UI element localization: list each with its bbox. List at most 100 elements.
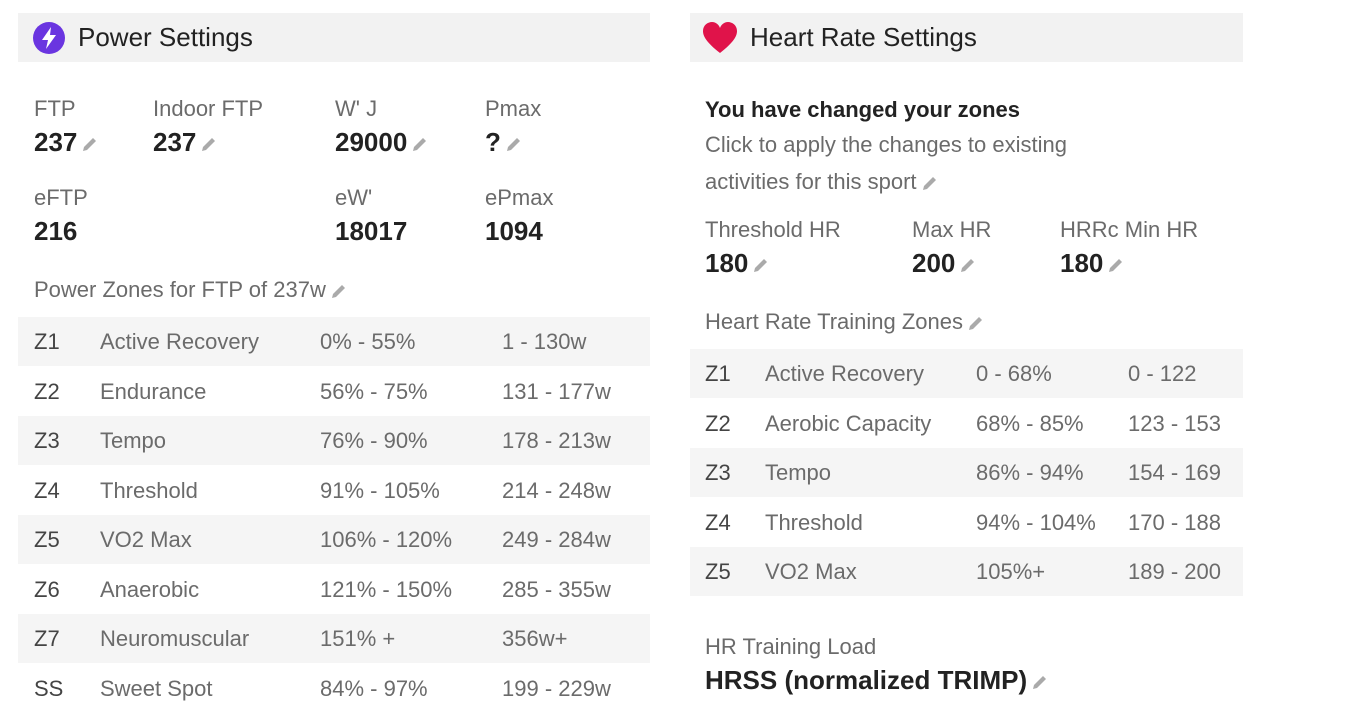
edit-icon[interactable] [411, 135, 429, 153]
field-label-text: Threshold HR [705, 217, 841, 242]
zone-id-text: Z2 [34, 378, 60, 404]
zone-range-text: 285 - 355w [502, 576, 611, 602]
zone-name-text: Endurance [100, 378, 207, 404]
zone-id-text: Z7 [34, 626, 60, 651]
zone-name-text: VO2 Max [100, 527, 192, 552]
edit-icon[interactable] [752, 256, 770, 274]
edit-icon[interactable] [1107, 256, 1125, 274]
zone-range: 154 - 169 [1128, 460, 1221, 486]
zone-name: Tempo [765, 460, 831, 486]
zone-percent-text: 84% - 97% [320, 675, 428, 701]
field-value: 180 [705, 248, 770, 279]
zone-percent: 151% + [320, 626, 395, 652]
zone-range-text: 189 - 200 [1128, 559, 1221, 584]
zones-title: Power Zones for FTP of 237w [34, 277, 348, 303]
zone-percent-text: 68% - 85% [976, 410, 1084, 436]
field-label-text: Pmax [485, 96, 542, 121]
zone-name-text: Anaerobic [100, 576, 200, 602]
load-value-text: HRSS (normalized TRIMP) [705, 665, 1028, 695]
zone-range: 189 - 200 [1128, 559, 1221, 585]
edit-icon[interactable] [967, 314, 985, 332]
zone-name-text: Sweet Spot [100, 675, 213, 701]
zone-percent: 56% - 75% [320, 379, 428, 405]
zone-percent: 76% - 90% [320, 428, 428, 454]
zone-percent: 84% - 97% [320, 676, 428, 702]
zone-id-text: SS [34, 675, 64, 701]
edit-icon[interactable] [330, 282, 348, 300]
estimate-label: ePmax [485, 185, 553, 211]
zone-range-text: 123 - 153 [1128, 410, 1221, 436]
field-value: 180 [1060, 248, 1125, 279]
zone-name: Anaerobic [100, 577, 199, 603]
zone-name-text: Neuromuscular [100, 626, 250, 651]
zone-id-text: Z1 [705, 361, 731, 386]
zone-id-text: Z3 [705, 460, 731, 485]
load-label-text: HR Training Load [705, 634, 877, 659]
field-label: FTP [34, 96, 76, 122]
heart-header: Heart Rate Settings [690, 13, 1243, 62]
field-value-text: 237 [34, 127, 78, 157]
zone-range: 356w+ [502, 626, 567, 652]
zone-percent-text: 121% - 150% [320, 576, 453, 602]
edit-icon[interactable] [200, 135, 218, 153]
zone-range-text: 199 - 229w [502, 675, 611, 701]
estimate-value: 18017 [335, 216, 407, 247]
zone-range: 285 - 355w [502, 577, 611, 603]
zone-name-text: Aerobic Capacity [765, 410, 932, 436]
zones-title-text: Power Zones for FTP of 237w [34, 277, 326, 302]
zone-range-text: 131 - 177w [502, 378, 611, 404]
zone-name: Active Recovery [100, 329, 259, 355]
edit-icon[interactable] [1031, 673, 1049, 691]
zone-id: Z2 [34, 379, 60, 405]
field-value: 237 [153, 127, 218, 158]
edit-icon[interactable] [959, 256, 977, 274]
field-value-text: 200 [912, 248, 956, 278]
heart-title: Heart Rate Settings [750, 22, 977, 52]
field-value-text: 180 [705, 248, 749, 278]
notice-text: Click to apply the changes to existing a… [705, 126, 1115, 200]
zone-name: Aerobic Capacity [765, 411, 931, 437]
zone-range: 249 - 284w [502, 527, 611, 553]
zone-percent: 106% - 120% [320, 527, 452, 553]
zone-range-text: 170 - 188 [1128, 509, 1221, 535]
zone-range: 214 - 248w [502, 478, 611, 504]
load-label: HR Training Load [705, 634, 876, 660]
zone-range-text: 249 - 284w [502, 527, 611, 552]
edit-icon[interactable] [921, 174, 939, 192]
zone-id: Z2 [705, 411, 731, 437]
estimate-value: 1094 [485, 216, 543, 247]
estimate-value-text: 216 [34, 216, 78, 246]
zone-percent-text: 0 - 68% [976, 361, 1052, 386]
zone-range: 1 - 130w [502, 329, 586, 355]
zone-name: Endurance [100, 379, 206, 405]
field-label: Pmax [485, 96, 541, 122]
estimate-label-text: eW' [335, 185, 373, 210]
field-label: Indoor FTP [153, 96, 263, 122]
zone-name: VO2 Max [100, 527, 192, 553]
field-label: Threshold HR [705, 217, 841, 243]
zone-id-text: Z6 [34, 576, 60, 602]
edit-icon[interactable] [81, 135, 99, 153]
zone-range-text: 0 - 122 [1128, 361, 1197, 386]
zone-percent: 0 - 68% [976, 361, 1052, 387]
zone-name-text: Tempo [100, 428, 167, 453]
field-value-text: ? [485, 127, 501, 157]
zone-row [18, 515, 650, 564]
zone-percent: 105%+ [976, 559, 1045, 585]
notice-title: You have changed your zones [705, 97, 1020, 123]
field-value: 237 [34, 127, 99, 158]
zone-id-text: Z4 [34, 477, 60, 503]
zone-name-text: Tempo [765, 460, 832, 485]
edit-icon[interactable] [505, 135, 523, 153]
zone-name-text: Threshold [765, 509, 863, 535]
estimate-value: 216 [34, 216, 77, 247]
notice-title-text: You have changed your zones [705, 97, 1020, 122]
zone-row [18, 317, 650, 366]
zone-range-text: 154 - 169 [1128, 460, 1221, 485]
zone-id: Z5 [705, 559, 731, 585]
zone-percent: 121% - 150% [320, 577, 452, 603]
zones-title: Heart Rate Training Zones [705, 309, 985, 335]
zone-percent-text: 56% - 75% [320, 378, 428, 404]
zone-name: Neuromuscular [100, 626, 249, 652]
zone-range: 199 - 229w [502, 676, 611, 702]
